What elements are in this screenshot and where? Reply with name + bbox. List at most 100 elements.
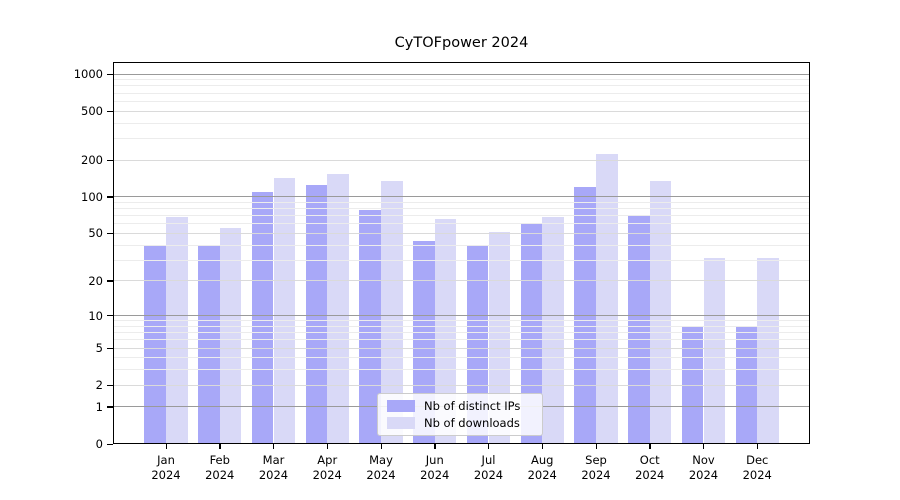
gridline-major-100 (113, 196, 810, 198)
x-tick-label-sep: Sep 2024 (581, 453, 611, 482)
gridline-minor-4 (113, 357, 810, 359)
x-tick-mar (273, 444, 275, 449)
x-tick-label-apr: Apr 2024 (312, 453, 342, 482)
x-tick-may (380, 444, 382, 449)
bar-downloads-mar (273, 178, 296, 444)
bar-downloads-may (381, 180, 403, 444)
bar-distinct-ips-apr (305, 185, 328, 444)
x-tick-jan (165, 444, 167, 449)
bar-downloads-jul (488, 232, 511, 444)
gridline-minor-8 (113, 325, 810, 327)
bar-downloads-feb (219, 228, 242, 444)
gridline-labeled-20 (113, 280, 810, 282)
bar-distinct-ips-jan (144, 245, 166, 444)
gridline-minor-900 (113, 79, 810, 81)
x-tick-sep (595, 444, 597, 449)
y-tick-500 (107, 110, 113, 112)
bar-downloads-apr (327, 173, 349, 444)
gridline-minor-70 (113, 215, 810, 217)
gridline-minor-6 (113, 339, 810, 341)
x-tick-label-feb: Feb 2024 (205, 453, 235, 482)
legend-label-downloads: Nb of downloads (424, 416, 520, 430)
x-tick-label-oct: Oct 2024 (635, 453, 665, 482)
y-tick-1000 (107, 73, 113, 75)
y-tick-label-5: 5 (95, 341, 103, 356)
gridline-minor-300 (113, 137, 810, 139)
legend-swatch-distinct-ips (387, 400, 415, 412)
legend-entry-distinct-ips: Nb of distinct IPs (378, 399, 542, 413)
y-tick-50 (107, 232, 113, 235)
gridline-major-1000 (113, 73, 810, 75)
x-tick-label-mar: Mar 2024 (258, 453, 289, 482)
gridline-minor-600 (113, 100, 810, 102)
bar-downloads-nov (703, 258, 726, 444)
x-tick-label-nov: Nov 2024 (688, 453, 719, 482)
x-tick-oct (649, 444, 651, 449)
bar-downloads-sep (596, 153, 618, 444)
y-tick-label-2: 2 (95, 378, 103, 393)
x-tick-nov (703, 444, 705, 449)
y-tick-10 (107, 315, 113, 317)
y-tick-label-50: 50 (88, 226, 103, 241)
chart-title: CyTOFpower 2024 (394, 35, 529, 51)
y-tick-label-1: 1 (95, 399, 103, 414)
x-tick-feb (219, 444, 221, 449)
gridline-labeled-200 (113, 159, 810, 161)
y-tick-0 (107, 443, 113, 445)
gridline-minor-40 (113, 244, 810, 246)
y-tick-1 (107, 406, 113, 408)
gridline-minor-3 (113, 369, 810, 371)
x-tick-aug (541, 444, 544, 449)
gridline-minor-400 (113, 122, 810, 124)
x-tick-label-may: May 2024 (366, 453, 396, 482)
bar-downloads-jan (166, 217, 188, 444)
x-tick-label-jul: Jul 2024 (473, 453, 504, 482)
y-tick-2 (107, 384, 113, 386)
y-tick-5 (107, 347, 113, 349)
legend-swatch-downloads (387, 417, 415, 429)
gridline-minor-700 (113, 92, 810, 94)
legend: Nb of distinct IPs Nb of downloads (377, 393, 543, 436)
gridline-minor-7 (113, 332, 810, 334)
gridline-labeled-500 (113, 110, 810, 112)
gridline-labeled-5 (113, 347, 810, 349)
y-tick-label-20: 20 (88, 273, 103, 288)
gridline-major-10 (113, 315, 810, 317)
plot-area: 0 1 2 5 10 20 50 100 200 500 1000 Jan 2024 Feb 2024 M… (74, 62, 810, 482)
bar-downloads-jun (434, 218, 457, 444)
bar-distinct-ips-oct (628, 215, 650, 444)
gridline-labeled-50 (113, 232, 810, 234)
bar-distinct-ips-mar (251, 191, 274, 444)
y-tick-label-100: 100 (81, 189, 103, 204)
gridline-minor-60 (113, 223, 810, 225)
bar-distinct-ips-feb (198, 245, 220, 444)
y-tick-label-10: 10 (88, 308, 103, 323)
x-tick-apr (326, 444, 329, 449)
y-tick-label-200: 200 (81, 153, 103, 168)
x-tick-label-jun: Jun 2024 (420, 453, 450, 482)
x-tick-dec (756, 444, 759, 449)
gridline-labeled-2 (113, 384, 810, 386)
legend-label-distinct-ips: Nb of distinct IPs (424, 399, 521, 413)
bar-downloads-dec (757, 258, 779, 444)
gridline-minor-9 (113, 320, 810, 322)
y-tick-label-500: 500 (81, 104, 103, 119)
bar-downloads-oct (649, 180, 672, 444)
x-tick-label-dec: Dec 2024 (742, 453, 772, 482)
gridline-minor-800 (113, 85, 810, 87)
bar-distinct-ips-aug (520, 223, 543, 444)
y-tick-label-0: 0 (95, 437, 103, 451)
gridline-minor-80 (113, 208, 810, 210)
gridline-minor-30 (113, 259, 810, 261)
x-tick-jul (488, 444, 490, 449)
y-tick-label-1000: 1000 (73, 67, 103, 82)
x-tick-label-jan: Jan 2024 (151, 453, 181, 482)
x-tick-jun (434, 444, 436, 449)
y-tick-200 (107, 159, 113, 161)
legend-entry-downloads: Nb of downloads (378, 416, 542, 430)
gridline-minor-90 (113, 201, 810, 203)
y-tick-100 (107, 196, 113, 198)
x-tick-label-aug: Aug 2024 (527, 453, 557, 482)
y-tick-20 (107, 280, 113, 282)
